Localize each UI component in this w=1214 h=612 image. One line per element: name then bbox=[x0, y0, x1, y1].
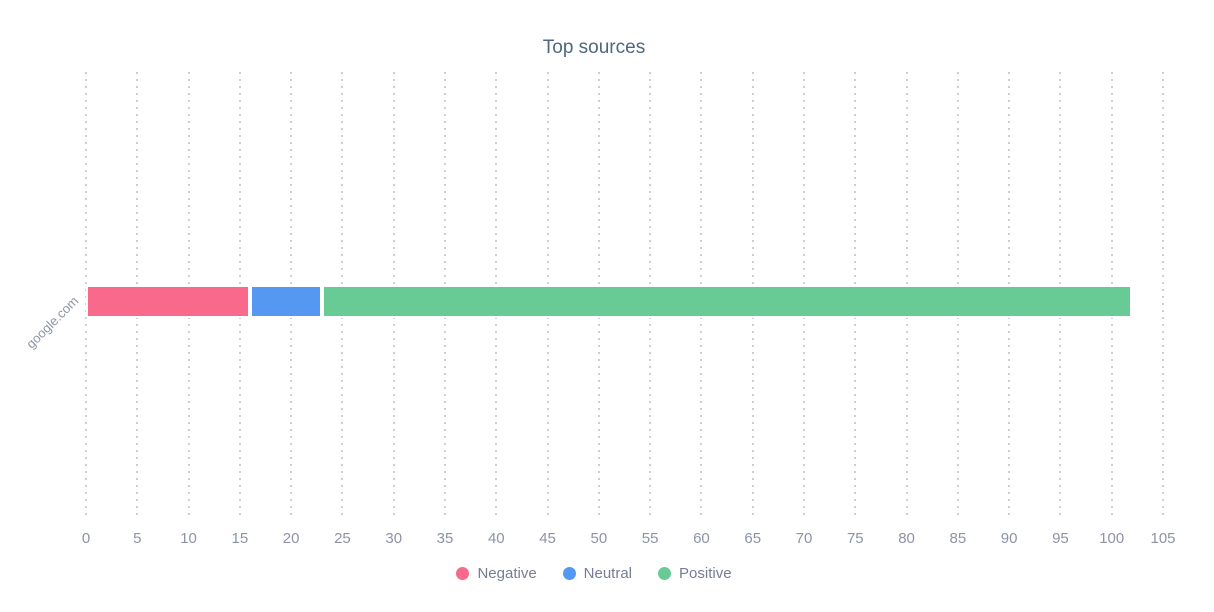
x-axis-tick-label: 20 bbox=[282, 530, 300, 547]
x-axis-tick-label: 100 bbox=[1099, 530, 1125, 547]
x-axis-tick-label: 70 bbox=[795, 530, 813, 547]
x-axis-tick-label: 10 bbox=[180, 530, 197, 547]
x-axis-tick-label: 85 bbox=[949, 530, 967, 547]
bar-segment-neutral[interactable] bbox=[250, 285, 322, 318]
x-axis-tick-label: 50 bbox=[590, 530, 608, 547]
x-axis-tick-label: 90 bbox=[1000, 530, 1018, 547]
plot-area bbox=[85, 72, 1164, 520]
legend-marker-neutral-icon bbox=[562, 567, 576, 580]
x-axis-tick-label: 105 bbox=[1150, 530, 1176, 547]
bar-segment-positive[interactable] bbox=[321, 285, 1133, 318]
legend-label: Neutral bbox=[583, 565, 633, 582]
x-axis-tick-label: 65 bbox=[744, 530, 762, 547]
legend-item-positive[interactable]: Positive bbox=[658, 565, 732, 582]
x-axis-tick-label: 25 bbox=[334, 530, 351, 547]
y-axis-category-label: google.com bbox=[23, 293, 82, 352]
x-axis-tick-label: 40 bbox=[487, 530, 505, 547]
legend-item-negative[interactable]: Negative bbox=[456, 565, 537, 582]
x-axis-tick-label: 75 bbox=[846, 530, 864, 547]
chart-title: Top sources bbox=[542, 37, 646, 58]
legend: Negative Neutral Positive bbox=[0, 565, 1188, 582]
legend-marker-positive-icon bbox=[658, 567, 672, 580]
x-axis-tick-label: 45 bbox=[539, 530, 556, 547]
legend-label: Negative bbox=[477, 565, 537, 582]
legend-label: Positive bbox=[679, 565, 732, 582]
legend-item-neutral[interactable]: Neutral bbox=[562, 565, 633, 582]
bar-segment-negative[interactable] bbox=[86, 285, 251, 318]
x-axis-tick-label: 5 bbox=[133, 530, 142, 547]
x-axis-tick-label: 95 bbox=[1052, 530, 1069, 547]
x-axis-tick-label: 0 bbox=[81, 530, 91, 547]
gridline bbox=[1162, 72, 1164, 520]
x-axis-tick-label: 15 bbox=[231, 530, 249, 547]
x-axis-tick-label: 30 bbox=[385, 530, 403, 547]
x-axis-tick-label: 60 bbox=[693, 530, 710, 547]
x-axis-tick-label: 80 bbox=[898, 530, 915, 547]
x-axis-tick-label: 55 bbox=[641, 530, 659, 547]
legend-marker-negative-icon bbox=[456, 567, 470, 580]
x-axis-tick-label: 35 bbox=[436, 530, 454, 547]
